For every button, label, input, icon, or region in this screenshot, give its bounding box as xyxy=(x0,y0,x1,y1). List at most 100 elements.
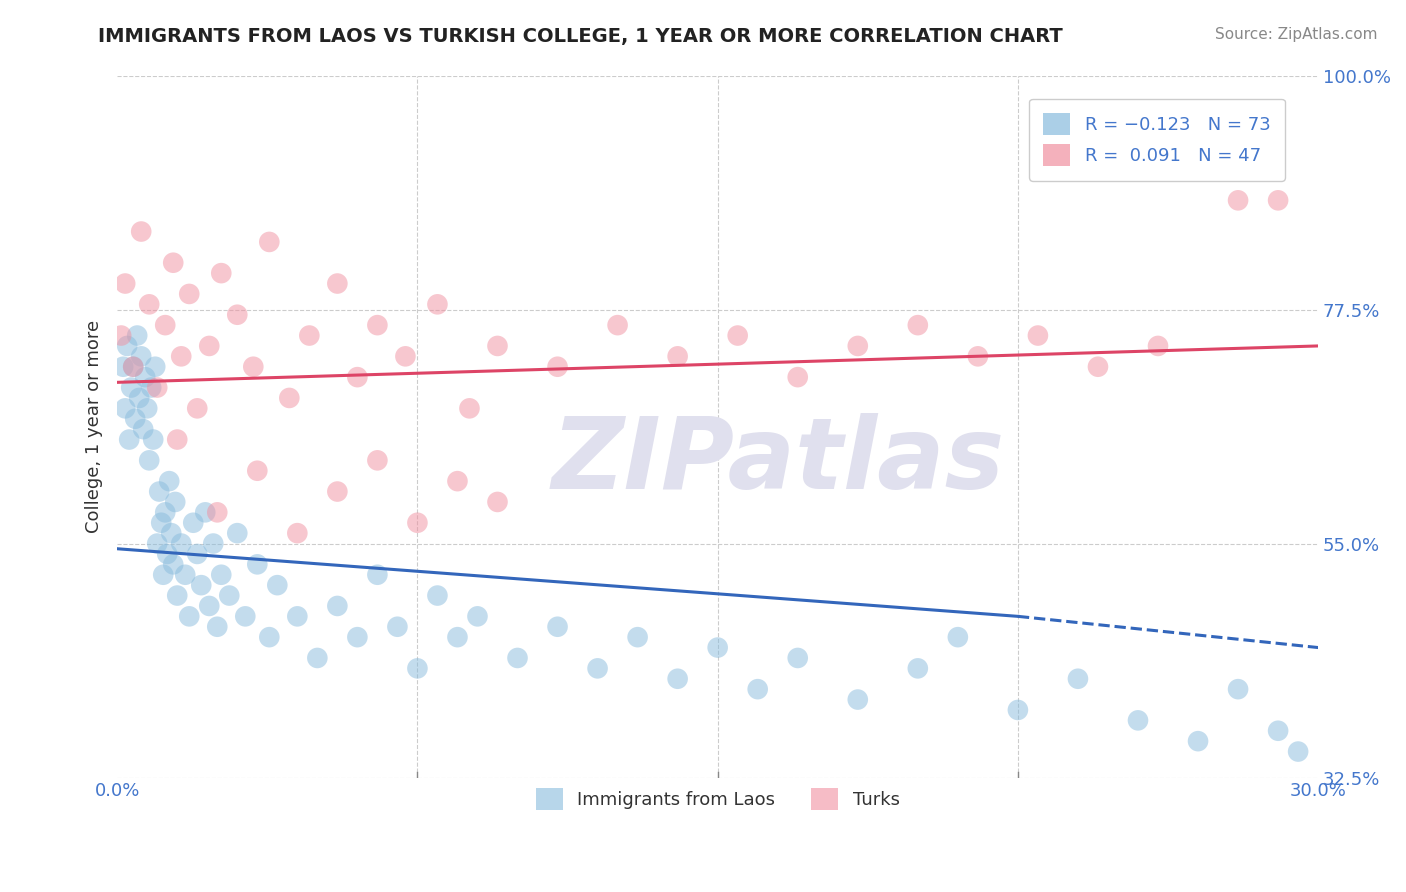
Point xyxy=(285,526,308,541)
Point xyxy=(846,339,869,353)
Point xyxy=(446,474,468,488)
Point xyxy=(786,651,808,665)
Point xyxy=(162,558,184,572)
Point xyxy=(138,297,160,311)
Point xyxy=(907,318,929,333)
Point xyxy=(406,661,429,675)
Point xyxy=(118,433,141,447)
Text: ZIPatlas: ZIPatlas xyxy=(551,413,1004,510)
Point xyxy=(346,370,368,384)
Point xyxy=(143,359,166,374)
Point xyxy=(166,433,188,447)
Point xyxy=(242,359,264,374)
Point xyxy=(226,308,249,322)
Point xyxy=(218,589,240,603)
Legend: Immigrants from Laos, Turks: Immigrants from Laos, Turks xyxy=(522,773,914,825)
Point xyxy=(179,609,201,624)
Point xyxy=(156,547,179,561)
Point xyxy=(226,526,249,541)
Point xyxy=(366,453,388,467)
Point xyxy=(846,692,869,706)
Point xyxy=(626,630,648,644)
Point xyxy=(666,349,689,363)
Point xyxy=(181,516,204,530)
Point xyxy=(426,297,449,311)
Point xyxy=(387,620,409,634)
Point xyxy=(122,359,145,374)
Point xyxy=(1267,723,1289,738)
Point xyxy=(786,370,808,384)
Text: Source: ZipAtlas.com: Source: ZipAtlas.com xyxy=(1215,27,1378,42)
Point xyxy=(666,672,689,686)
Point xyxy=(120,380,142,394)
Point xyxy=(1026,328,1049,343)
Point xyxy=(966,349,988,363)
Point xyxy=(946,630,969,644)
Point xyxy=(132,422,155,436)
Point xyxy=(458,401,481,416)
Y-axis label: College, 1 year or more: College, 1 year or more xyxy=(86,320,103,533)
Point xyxy=(128,391,150,405)
Point xyxy=(326,277,349,291)
Point xyxy=(179,287,201,301)
Point xyxy=(190,578,212,592)
Point xyxy=(246,558,269,572)
Point xyxy=(202,536,225,550)
Point xyxy=(907,661,929,675)
Point xyxy=(134,370,156,384)
Point xyxy=(1147,339,1170,353)
Point xyxy=(124,411,146,425)
Point xyxy=(198,599,221,613)
Point xyxy=(142,433,165,447)
Point xyxy=(115,339,138,353)
Point xyxy=(547,359,569,374)
Point xyxy=(298,328,321,343)
Point xyxy=(346,630,368,644)
Point xyxy=(114,401,136,416)
Point xyxy=(136,401,159,416)
Point xyxy=(1227,682,1250,697)
Point xyxy=(259,235,281,249)
Point xyxy=(586,661,609,675)
Point xyxy=(259,630,281,644)
Point xyxy=(266,578,288,592)
Point xyxy=(122,359,145,374)
Point xyxy=(486,339,509,353)
Point xyxy=(127,328,149,343)
Point xyxy=(547,620,569,634)
Point xyxy=(170,536,193,550)
Point xyxy=(152,567,174,582)
Point xyxy=(394,349,416,363)
Point xyxy=(174,567,197,582)
Text: IMMIGRANTS FROM LAOS VS TURKISH COLLEGE, 1 YEAR OR MORE CORRELATION CHART: IMMIGRANTS FROM LAOS VS TURKISH COLLEGE,… xyxy=(98,27,1063,45)
Point xyxy=(209,266,232,280)
Point xyxy=(160,526,183,541)
Point xyxy=(166,589,188,603)
Point xyxy=(170,349,193,363)
Point xyxy=(366,318,388,333)
Point xyxy=(233,609,256,624)
Point xyxy=(150,516,173,530)
Point xyxy=(138,453,160,467)
Point xyxy=(1007,703,1029,717)
Point xyxy=(129,349,152,363)
Point xyxy=(207,620,229,634)
Point xyxy=(1187,734,1209,748)
Point xyxy=(1087,359,1109,374)
Point xyxy=(194,505,217,519)
Point xyxy=(506,651,529,665)
Point xyxy=(406,516,429,530)
Point xyxy=(446,630,468,644)
Point xyxy=(146,536,169,550)
Point xyxy=(186,547,208,561)
Point xyxy=(486,495,509,509)
Point xyxy=(307,651,329,665)
Point xyxy=(112,359,135,374)
Point xyxy=(246,464,269,478)
Point xyxy=(114,277,136,291)
Point xyxy=(326,599,349,613)
Point xyxy=(727,328,749,343)
Point xyxy=(278,391,301,405)
Point xyxy=(146,380,169,394)
Point xyxy=(148,484,170,499)
